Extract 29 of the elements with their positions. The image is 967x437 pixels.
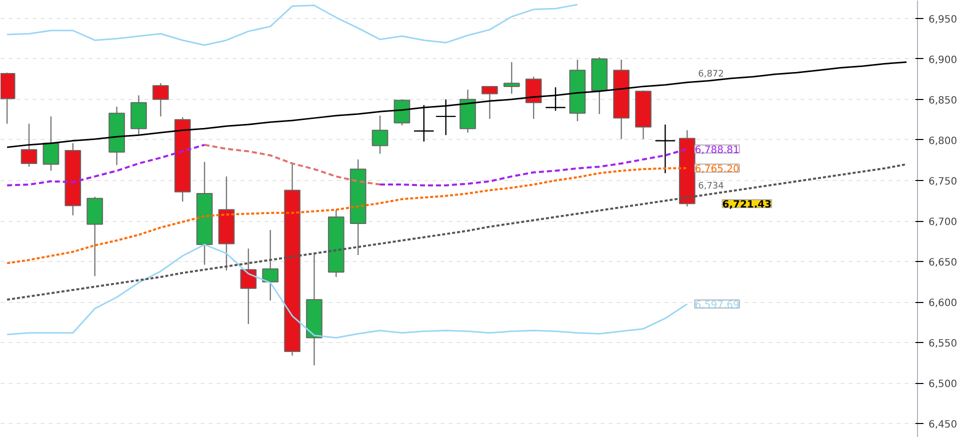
candlestick bbox=[503, 62, 520, 94]
candlestick bbox=[240, 248, 257, 325]
y-tick-label: 6,950 bbox=[928, 14, 958, 26]
candlestick bbox=[525, 76, 542, 120]
annotation: 6,872 bbox=[698, 70, 724, 80]
candlestick bbox=[482, 86, 498, 120]
line-series bbox=[6, 167, 688, 264]
candlestick bbox=[20, 123, 38, 168]
candlestick bbox=[152, 82, 169, 118]
candlestick bbox=[42, 116, 60, 172]
candlestick bbox=[372, 115, 388, 154]
y-tick-label: 6,700 bbox=[928, 217, 958, 228]
data-label: 6,788.81 bbox=[694, 145, 740, 156]
line-series bbox=[6, 4, 578, 46]
y-tick-label: 6,500 bbox=[928, 379, 958, 390]
y-tick-label: 6,450 bbox=[928, 420, 958, 431]
y-tick-label: 6,900 bbox=[928, 54, 958, 66]
y-tick-label: 6,600 bbox=[928, 298, 958, 310]
annotation: 6,734 bbox=[698, 181, 724, 192]
y-tick-label: 6,750 bbox=[928, 176, 958, 188]
data-label: 6,765.20 bbox=[694, 164, 740, 176]
candlestick bbox=[262, 229, 279, 302]
y-tick-label: 6,850 bbox=[928, 95, 958, 106]
line-series bbox=[6, 163, 908, 301]
y-tick-label: 6,800 bbox=[928, 136, 958, 147]
y-tick-label: 6,650 bbox=[928, 258, 958, 269]
y-tick-label: 6,550 bbox=[928, 338, 958, 350]
line-series bbox=[6, 244, 688, 339]
line-series bbox=[204, 144, 382, 186]
